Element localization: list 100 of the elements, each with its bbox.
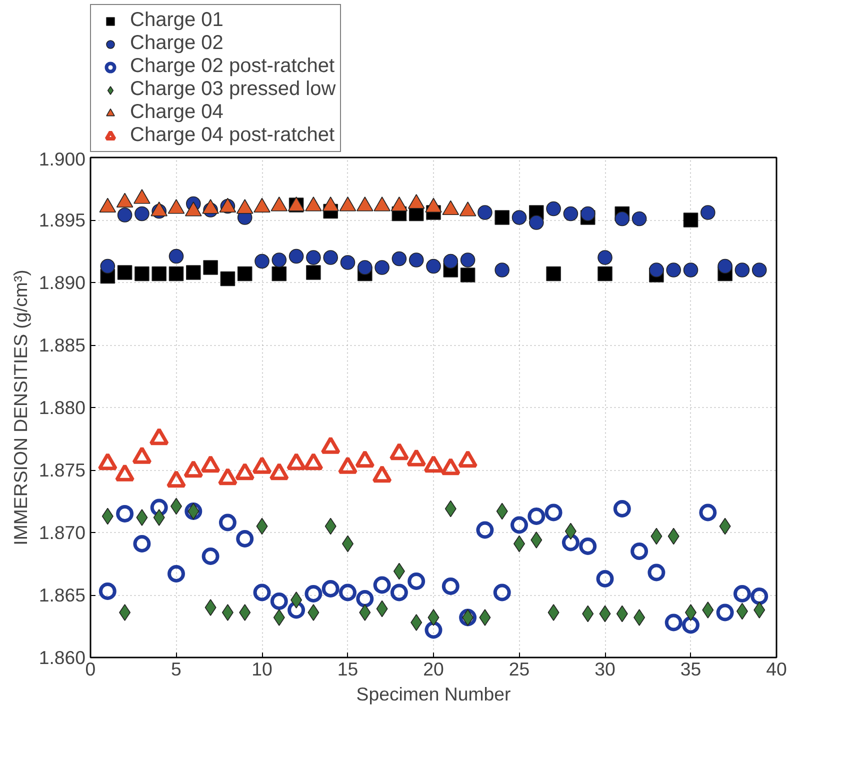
y-axis-title: IMMERSION DENSITIES (g/cm³) — [10, 270, 31, 546]
point — [718, 258, 732, 274]
point — [253, 584, 271, 602]
point — [443, 254, 458, 269]
point — [648, 564, 666, 582]
point — [649, 262, 664, 278]
point — [683, 262, 698, 278]
point — [579, 538, 597, 555]
x-tick-label: 0 — [85, 658, 96, 680]
legend-label: Charge 02 post-ratchet — [130, 55, 335, 78]
point — [218, 514, 236, 532]
y-tick-label: 1.885 — [38, 334, 86, 356]
point — [373, 576, 391, 594]
point — [359, 604, 371, 621]
point — [562, 534, 580, 552]
point — [117, 208, 132, 222]
point — [546, 201, 561, 216]
point — [462, 609, 474, 626]
point — [548, 604, 560, 621]
point — [702, 602, 714, 618]
point — [290, 592, 302, 608]
point — [734, 262, 750, 278]
point — [168, 565, 185, 582]
x-tick-label: 10 — [252, 658, 272, 680]
point — [493, 584, 511, 602]
point — [632, 211, 647, 226]
y-tick-label: 1.875 — [38, 460, 86, 480]
point — [598, 266, 612, 282]
y-tick-label: 1.860 — [38, 647, 86, 668]
point — [356, 590, 374, 608]
point — [237, 266, 252, 282]
point — [634, 609, 646, 626]
point — [272, 266, 287, 282]
legend-label: Charge 02 — [130, 32, 224, 55]
point — [614, 211, 630, 226]
point — [529, 215, 544, 230]
point — [410, 614, 422, 631]
x-tick-label: 30 — [594, 658, 616, 680]
point — [133, 535, 151, 552]
point — [733, 585, 751, 602]
point — [459, 608, 477, 626]
legend-label: Charge 03 pressed low — [130, 78, 336, 101]
point — [168, 248, 184, 264]
point — [424, 621, 442, 639]
point — [273, 609, 285, 626]
point — [666, 262, 681, 278]
point — [304, 585, 322, 602]
point — [494, 262, 510, 278]
point — [119, 604, 131, 621]
x-tick-label: 15 — [337, 658, 358, 680]
point — [186, 265, 201, 280]
y-tick-label: 1.890 — [38, 272, 86, 293]
point — [204, 599, 216, 616]
x-tick-label: 35 — [680, 658, 702, 680]
y-tick-label: 1.900 — [38, 148, 86, 170]
point — [754, 602, 766, 618]
point — [288, 248, 304, 264]
y-tick-label: 1.880 — [38, 397, 86, 418]
point — [339, 584, 356, 602]
point — [272, 252, 287, 268]
point — [460, 252, 476, 268]
point — [323, 250, 338, 265]
point — [288, 601, 306, 619]
point — [478, 205, 492, 220]
point — [563, 206, 578, 222]
point — [203, 260, 218, 275]
point — [98, 582, 116, 600]
point — [428, 609, 440, 626]
point — [202, 548, 220, 565]
x-tick-label: 40 — [766, 658, 787, 680]
point — [530, 532, 542, 548]
x-tick-label: 5 — [171, 658, 182, 680]
point — [236, 530, 254, 548]
point — [716, 604, 734, 622]
point — [306, 265, 321, 280]
point — [426, 258, 441, 274]
point — [613, 500, 631, 518]
y-tick-label: 1.895 — [38, 210, 86, 230]
point — [254, 254, 270, 269]
point — [682, 616, 700, 634]
point — [374, 260, 390, 275]
point — [100, 258, 116, 274]
point — [152, 266, 166, 282]
point — [390, 584, 408, 602]
point — [700, 205, 716, 220]
point — [322, 580, 340, 598]
point — [222, 604, 234, 621]
point — [408, 252, 424, 268]
point — [752, 262, 767, 278]
point — [408, 572, 426, 590]
legend-label: Charge 01 — [130, 9, 224, 32]
point — [699, 504, 717, 522]
point — [306, 250, 321, 265]
point — [460, 268, 476, 282]
x-tick-label: 25 — [508, 658, 530, 680]
x-tick-label: 20 — [423, 658, 444, 680]
point — [630, 542, 648, 560]
point — [134, 206, 150, 222]
point — [358, 260, 372, 275]
point — [596, 570, 614, 588]
